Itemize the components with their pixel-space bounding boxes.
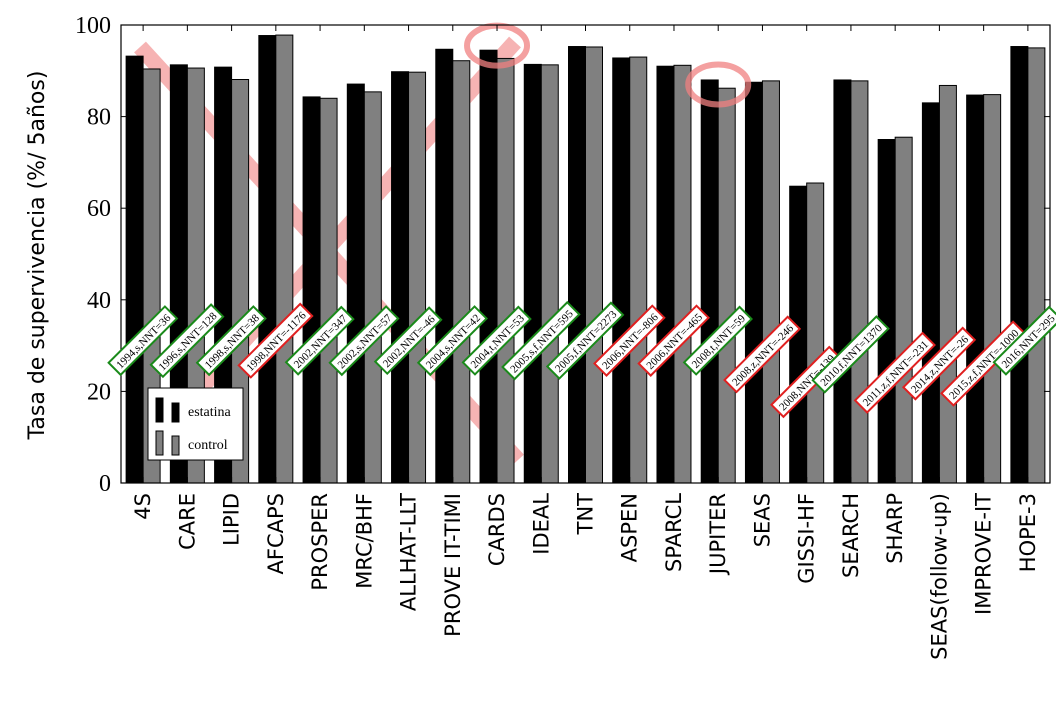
bar-control-search (850, 80, 869, 484)
x-tick-label: SEARCH (839, 493, 863, 578)
y-tick-label: 60 (87, 196, 111, 222)
x-tick-label: SHARP (883, 493, 907, 564)
bar-estatina-cards (479, 49, 498, 484)
axes: 0 20 40 60 80 100 (75, 13, 1051, 497)
bar-control-seas-follow-up- (938, 84, 957, 484)
nnt-annotation-box (149, 303, 225, 379)
bar-control-afcaps (275, 34, 294, 484)
bar-estatina-seas-follow-up- (921, 102, 940, 484)
bar-control-tnt (585, 46, 603, 484)
nnt-annotation-box (237, 302, 314, 379)
bar-estatina-prosper (302, 96, 321, 484)
bar-estatina-improve-it (966, 94, 985, 484)
bar-estatina-search (833, 79, 852, 484)
x-tick-label: LIPID (220, 493, 244, 546)
x-tick-label: GISSI-HF (795, 493, 819, 584)
bar-control-improve-it (983, 94, 1002, 484)
bar-estatina-tnt (568, 46, 586, 484)
nnt-annotation-box (682, 305, 753, 376)
bar-estatina-allhat-llt (391, 71, 410, 484)
y-tick-label: 20 (87, 379, 111, 405)
x-tick-label: 4S (131, 493, 155, 520)
bar-control-mrc-bhf (363, 91, 382, 484)
nnt-annotation-box (723, 315, 802, 394)
bar-control-sparcl (673, 64, 692, 484)
nnt-annotation-box (770, 345, 843, 419)
y-axis-label: Tasa de supervivencia (%/ 5años) (25, 71, 50, 441)
x-tick-label: ALLHAT-LLT (397, 493, 421, 611)
x-tick-label: IMPROVE-IT (972, 493, 996, 615)
nnt-annotation-box (107, 305, 179, 377)
nnt-annotation-box (992, 305, 1056, 376)
bar-control-sharp (894, 136, 913, 484)
x-tick-label: IDEAL (529, 493, 553, 555)
nnt-annotation-box (373, 306, 443, 376)
x-tick-label: AFCAPS (264, 493, 288, 574)
x-tick-label: PROVE IT-TIMI (441, 493, 465, 637)
bar-control-hope-3 (1027, 47, 1046, 484)
nnt-annotation-box (284, 305, 355, 376)
y-tick-label: 40 (87, 288, 111, 314)
bar-control-seas (761, 80, 780, 484)
nnt-annotation-box (853, 331, 936, 414)
legend-swatch (171, 435, 180, 456)
nnt-annotation-box (901, 326, 977, 401)
nnt-annotation-box (811, 315, 890, 394)
bar-estatina-ideal (523, 63, 542, 484)
legend-swatch (171, 402, 180, 423)
bar-control-prove-it-timi (452, 60, 471, 484)
x-tick-label: CARDS (485, 493, 509, 566)
legend-label: estatina (188, 405, 232, 420)
bar-control-gissi-hf (806, 182, 825, 484)
nnt-annotation-box (416, 305, 488, 377)
bar-estatina-seas (744, 81, 763, 484)
nnt-annotation-box (328, 305, 400, 377)
bar-estatina-sparcl (656, 65, 675, 484)
legend-box (147, 387, 244, 461)
x-tick-label: ASPEN (618, 493, 642, 562)
x-tick-label: HOPE-3 (1016, 493, 1040, 572)
x-tick-labels: 4S CARE LIPID AFCAPS PROSPER MRC/BHF ALLHAT-LL… (131, 493, 1040, 660)
x-tick-label: SEAS(follow-up) (927, 493, 951, 660)
bar-control-allhat-llt (408, 71, 427, 484)
y-tick-label: 0 (99, 471, 111, 497)
nnt-annotation-box (545, 301, 625, 380)
bar-estatina-4s (125, 55, 144, 484)
y-tick-label: 100 (75, 13, 111, 39)
x-tick-label: SEAS (750, 493, 774, 547)
x-tick-label: CARE (175, 493, 199, 550)
legend-swatch (155, 430, 164, 456)
bar-estatina-mrc-bhf (346, 83, 365, 484)
bar-control-aspen (629, 56, 648, 484)
x-tick-label: PROSPER (308, 493, 332, 591)
nnt-annotation-box (461, 305, 532, 376)
bar-estatina-afcaps (258, 35, 277, 484)
legend: estatina control (147, 387, 244, 461)
bar-control-cards (496, 57, 515, 484)
y-tick-label: 80 (87, 105, 111, 131)
bar-estatina-sharp (877, 139, 896, 484)
nnt-annotation-box (195, 305, 267, 377)
nnt-annotation-box (940, 320, 1027, 407)
x-tick-label: JUPITER (706, 493, 730, 576)
bar-control-jupiter (717, 87, 736, 484)
bar-estatina-hope-3 (1010, 46, 1029, 484)
bar-control-prosper (319, 97, 338, 484)
bars-layer (125, 34, 1046, 484)
x-tick-label: MRC/BHF (352, 493, 376, 589)
bar-estatina-jupiter (700, 79, 719, 484)
bar-estatina-aspen (612, 57, 631, 484)
bar-estatina-prove-it-timi (435, 48, 454, 484)
legend-swatch (155, 397, 164, 423)
legend-label: control (188, 438, 228, 453)
bar-control-ideal (540, 64, 559, 484)
nnt-annotation-box (593, 304, 666, 377)
nnt-annotation-box (637, 304, 710, 377)
nnt-annotation-box (501, 300, 581, 381)
x-tick-label: SPARCL (662, 493, 686, 572)
highlight-circle-2 (685, 61, 752, 108)
x-tick-label: TNT (574, 493, 598, 536)
